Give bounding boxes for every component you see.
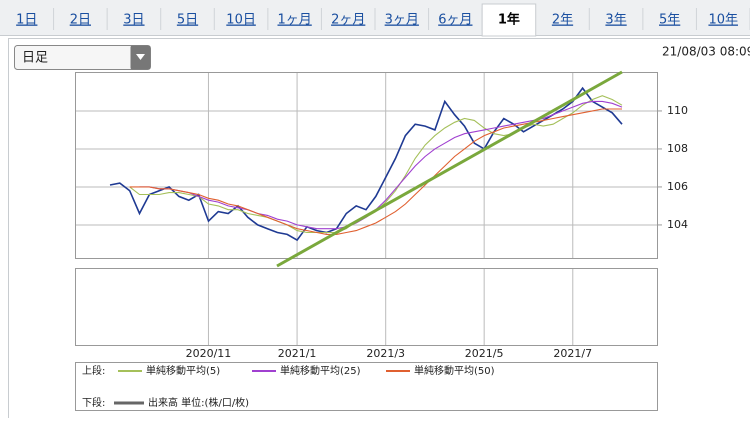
tab[interactable]: 3年 — [605, 13, 626, 28]
legend-label: 上段: — [82, 364, 105, 377]
legend-entry: 単純移動平均(50) — [414, 364, 495, 377]
tab[interactable]: 10日 — [226, 13, 256, 28]
tab[interactable]: 2日 — [70, 13, 91, 28]
x-tick-label: 2021/3 — [366, 347, 405, 360]
y-tick-label: 106 — [667, 180, 688, 193]
x-tick-label: 2020/11 — [186, 347, 232, 360]
legend-entry: 単純移動平均(25) — [280, 364, 361, 377]
y-tick-label: 108 — [667, 142, 688, 155]
volume-plot — [76, 269, 658, 346]
tab[interactable]: 10年 — [708, 13, 738, 28]
period-select: 日足 — [22, 51, 48, 66]
x-tick-label: 2021/7 — [553, 347, 592, 360]
y-tick-label: 110 — [667, 104, 688, 117]
legend-entry: 単純移動平均(5) — [146, 364, 220, 377]
tab[interactable]: 6ヶ月 — [438, 13, 472, 28]
legend-label: 下段: — [82, 396, 105, 409]
tab[interactable]: 1年 — [498, 12, 520, 28]
tab[interactable]: 1ヶ月 — [278, 13, 312, 28]
y-tick-label: 104 — [667, 218, 688, 231]
tab[interactable]: 5日 — [177, 13, 198, 28]
tab[interactable]: 1日 — [16, 13, 37, 28]
timestamp: 21/08/03 08:09 — [662, 45, 750, 59]
x-tick-label: 2021/5 — [465, 347, 504, 360]
tab[interactable]: 3ヶ月 — [385, 13, 419, 28]
tab[interactable]: 2年 — [552, 13, 573, 28]
x-tick-label: 2021/1 — [278, 347, 317, 360]
tab[interactable]: 2ヶ月 — [331, 13, 365, 28]
tab[interactable]: 5年 — [659, 13, 680, 28]
tab[interactable]: 3日 — [123, 13, 144, 28]
legend-entry: 出来高 単位:(株/口/枚) — [148, 396, 249, 409]
